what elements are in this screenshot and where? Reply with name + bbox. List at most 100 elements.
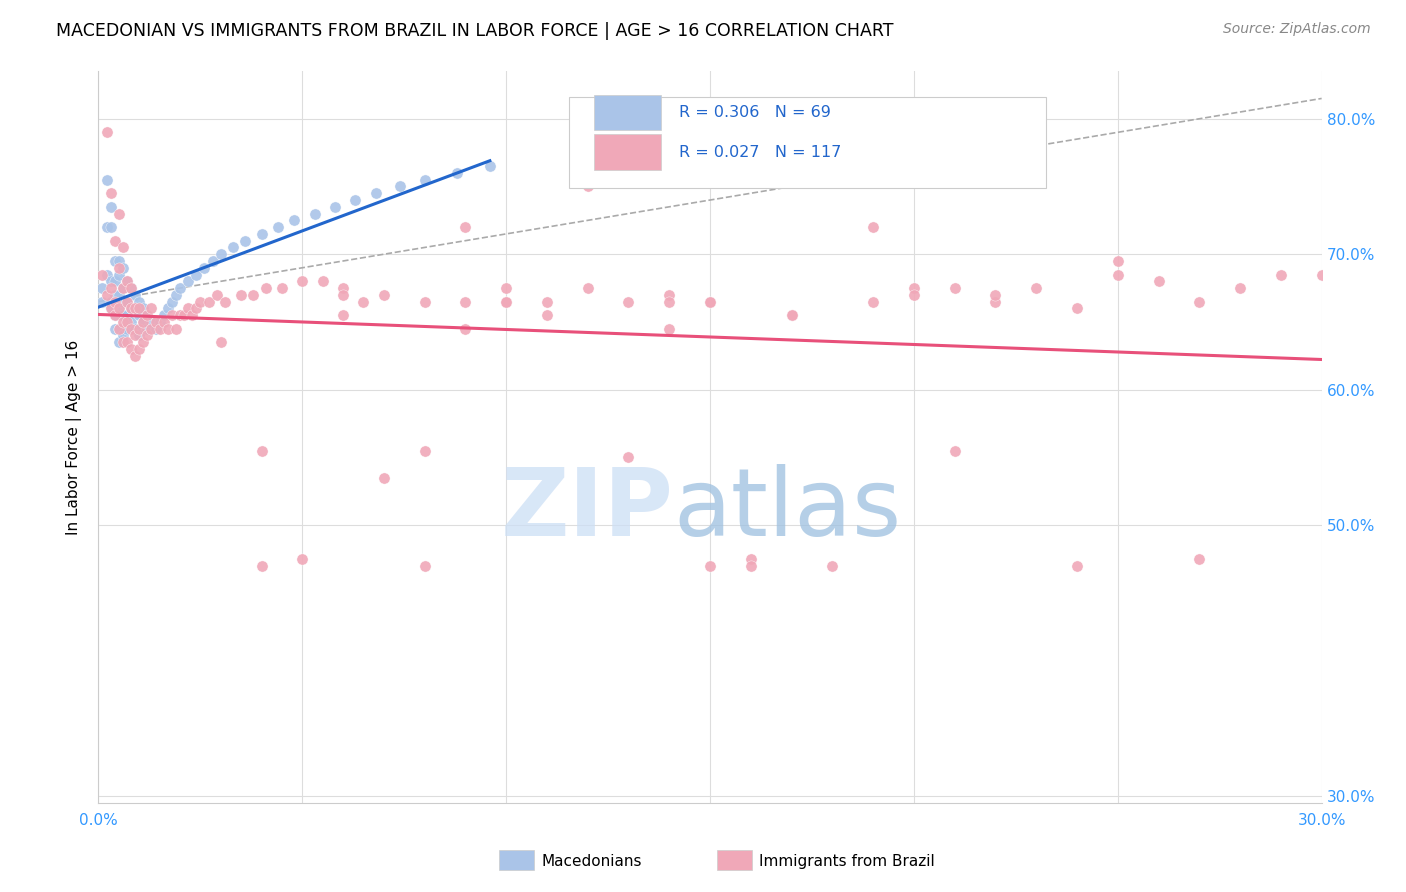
Point xyxy=(91,268,114,282)
Point xyxy=(128,301,150,316)
Text: Source: ZipAtlas.com: Source: ZipAtlas.com xyxy=(1223,22,1371,37)
Point xyxy=(250,227,273,241)
Point xyxy=(156,301,179,316)
Text: MACEDONIAN VS IMMIGRANTS FROM BRAZIL IN LABOR FORCE | AGE > 16 CORRELATION CHART: MACEDONIAN VS IMMIGRANTS FROM BRAZIL IN … xyxy=(56,22,894,40)
Point xyxy=(389,179,412,194)
Point xyxy=(108,322,131,336)
Point xyxy=(1188,552,1211,566)
Point xyxy=(1147,274,1170,288)
Point xyxy=(984,294,1007,309)
Point xyxy=(136,308,159,322)
Point xyxy=(209,335,232,350)
Point xyxy=(446,166,468,180)
Point xyxy=(128,308,150,322)
Point xyxy=(91,294,114,309)
Point xyxy=(104,234,127,248)
Point xyxy=(115,322,138,336)
Point xyxy=(104,274,127,288)
Point xyxy=(111,315,134,329)
Point xyxy=(124,288,146,302)
Point xyxy=(188,294,212,309)
Point xyxy=(111,308,134,322)
Point xyxy=(104,294,127,309)
Point xyxy=(149,322,172,336)
Point xyxy=(100,281,122,295)
Point xyxy=(108,335,131,350)
Point xyxy=(104,308,127,322)
Point xyxy=(120,281,142,295)
Point xyxy=(267,220,290,235)
Point xyxy=(115,294,138,309)
Point xyxy=(862,294,884,309)
Point xyxy=(165,322,187,336)
Point xyxy=(658,294,681,309)
Y-axis label: In Labor Force | Age > 16: In Labor Force | Age > 16 xyxy=(66,340,83,534)
Point xyxy=(1229,281,1251,295)
Point xyxy=(104,288,127,302)
Point xyxy=(413,443,436,458)
Point xyxy=(100,220,122,235)
Point xyxy=(108,301,131,316)
Point xyxy=(1066,301,1088,316)
Point xyxy=(304,206,326,220)
Point xyxy=(124,301,146,316)
Point xyxy=(165,288,187,302)
Point xyxy=(108,288,131,302)
Point xyxy=(173,308,195,322)
Point xyxy=(186,301,208,316)
FancyBboxPatch shape xyxy=(593,95,661,130)
Point xyxy=(1066,558,1088,573)
Point xyxy=(323,200,346,214)
Point xyxy=(364,186,387,201)
Point xyxy=(1107,268,1129,282)
Point xyxy=(658,322,681,336)
Point xyxy=(100,301,122,316)
Point xyxy=(100,186,122,201)
Point xyxy=(100,274,122,288)
Point xyxy=(699,294,721,309)
Point xyxy=(373,288,395,302)
Point xyxy=(96,220,118,235)
Point xyxy=(177,274,200,288)
Point xyxy=(132,301,155,316)
Point xyxy=(536,308,558,322)
Point xyxy=(111,335,134,350)
Point xyxy=(156,322,179,336)
Point xyxy=(413,558,436,573)
Point xyxy=(617,450,640,465)
Point xyxy=(1188,294,1211,309)
Point xyxy=(1270,268,1292,282)
Point xyxy=(145,315,167,329)
Point xyxy=(96,288,118,302)
Point xyxy=(111,328,134,343)
Text: 0.0%: 0.0% xyxy=(79,814,118,828)
Point xyxy=(943,281,966,295)
Point xyxy=(104,308,127,322)
Point xyxy=(128,322,150,336)
Point xyxy=(205,288,228,302)
Point xyxy=(454,322,477,336)
Point xyxy=(124,322,146,336)
Point xyxy=(169,281,191,295)
Point xyxy=(413,294,436,309)
Text: 30.0%: 30.0% xyxy=(1298,814,1346,828)
Point xyxy=(91,281,114,295)
Point xyxy=(108,322,131,336)
Point xyxy=(96,125,118,139)
Text: Immigrants from Brazil: Immigrants from Brazil xyxy=(759,855,935,869)
Point xyxy=(136,308,159,322)
Point xyxy=(984,288,1007,302)
Point xyxy=(352,294,374,309)
Text: atlas: atlas xyxy=(673,464,901,557)
Point xyxy=(120,322,142,336)
Text: ZIP: ZIP xyxy=(501,464,673,557)
Point xyxy=(495,281,517,295)
Point xyxy=(115,315,138,329)
Point xyxy=(115,274,138,288)
Point xyxy=(111,281,134,295)
Point xyxy=(111,294,134,309)
Point xyxy=(115,294,138,309)
Point xyxy=(222,240,245,254)
Point xyxy=(740,552,762,566)
Point xyxy=(495,294,517,309)
